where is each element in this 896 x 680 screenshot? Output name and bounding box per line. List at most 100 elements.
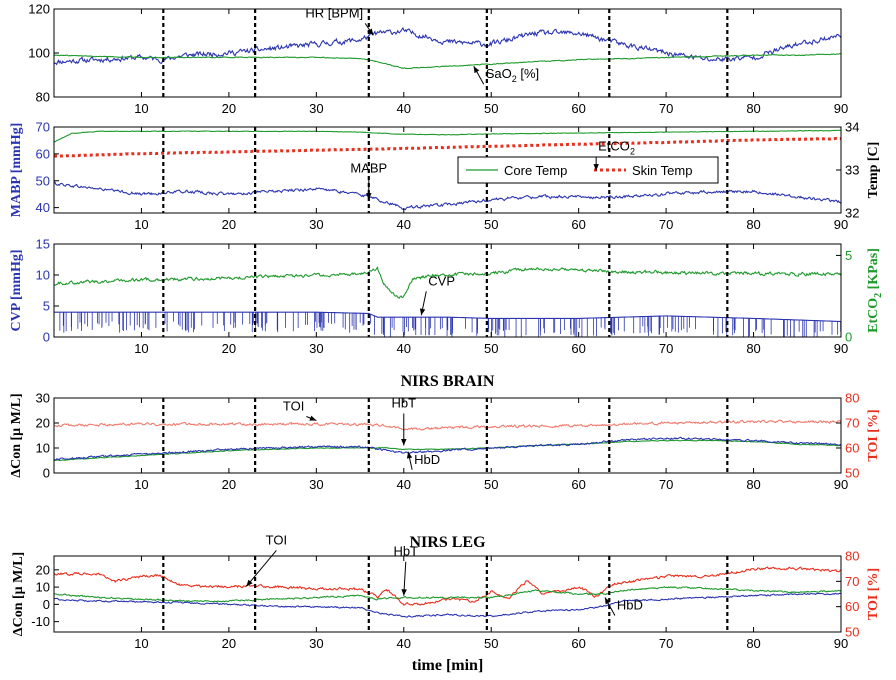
series-toi: [53, 419, 842, 431]
legend-label: Core Temp: [504, 163, 567, 178]
panel-title: NIRS BRAIN: [401, 373, 495, 390]
y-tick-label: 120: [28, 2, 50, 17]
x-tick-label: 50: [484, 101, 498, 116]
y2-tick-label: 50: [845, 466, 859, 481]
panel-nirs-brain: NIRS BRAIN 10 20 30 40 50 60 70 80 90 0 10 20 30 50 60 7…: [9, 373, 881, 492]
y-tick-label: 30: [36, 391, 50, 406]
series-skin-temp: [53, 137, 842, 158]
x-tick-label: 60: [571, 636, 585, 651]
x-tick-label: 40: [397, 477, 411, 492]
panel-nirs-leg: NIRS LEG 10 20 30 40 50 60 70 80 90 -10 0 10 20 50 60 70…: [11, 532, 881, 674]
annotation-label: MABP: [350, 161, 387, 176]
x-tick-label: 10: [134, 636, 148, 651]
x-tick-label: 40: [397, 341, 411, 356]
series-mabp: [53, 181, 842, 211]
annotation-label: HbT: [391, 396, 416, 411]
panel-title: NIRS LEG: [409, 534, 486, 551]
x-tick-label: 30: [309, 341, 323, 356]
y2-axis-label: TOI [%]: [866, 409, 881, 461]
annotation-arrow: [245, 550, 277, 587]
x-tick-label: 20: [222, 636, 236, 651]
x-tick-label: 60: [571, 217, 585, 232]
panel-pressure-temperature: 10 20 30 40 50 60 70 80 90 40 50 60 70 32 33 34 MABP [mm…: [9, 120, 881, 233]
series-etco2: [53, 266, 842, 299]
x-tick-label: 80: [746, 636, 760, 651]
legend-box: [457, 156, 719, 184]
x-tick-label: 40: [397, 636, 411, 651]
x-tick-label: 60: [571, 477, 585, 492]
series-toi: [53, 566, 842, 606]
series-hbt: [53, 586, 842, 603]
annotation-label: EtCO2: [598, 139, 635, 157]
x-tick-label: 70: [659, 101, 673, 116]
annotation-label: SaO2 [%]: [486, 66, 539, 84]
x-tick-label: 80: [746, 217, 760, 232]
axes-box: [53, 243, 842, 338]
y-tick-label: 10: [36, 268, 50, 283]
x-tick-label: 70: [659, 636, 673, 651]
x-tick-label: 90: [834, 341, 848, 356]
y-tick-label: 0: [43, 597, 50, 612]
x-tick-label: 20: [222, 217, 236, 232]
y2-tick-label: 0: [845, 330, 852, 345]
x-tick-label: 10: [134, 101, 148, 116]
y-tick-label: 60: [36, 146, 50, 161]
annotation-label: HbD: [617, 597, 643, 612]
annotation-arrowhead: [401, 439, 407, 446]
annotation-arrowhead: [309, 415, 317, 421]
series-hr-bpm: [53, 26, 842, 66]
axes-box: [53, 8, 842, 98]
x-tick-label: 90: [834, 101, 848, 116]
x-tick-label: 50: [484, 217, 498, 232]
x-tick-label: 40: [397, 101, 411, 116]
y-tick-label: 5: [43, 299, 50, 314]
y2-tick-label: 70: [845, 416, 859, 431]
y-tick-label: 15: [36, 237, 50, 252]
x-tick-label: 30: [309, 101, 323, 116]
x-tick-label: 60: [571, 101, 585, 116]
y-tick-label: 80: [36, 90, 50, 105]
x-tick-label: 10: [134, 217, 148, 232]
y-tick-label: 10: [36, 580, 50, 595]
y2-tick-label: 33: [845, 163, 859, 178]
y-tick-label: 20: [36, 416, 50, 431]
y2-tick-label: 5: [845, 248, 852, 263]
x-tick-label: 80: [746, 101, 760, 116]
annotation-arrowhead: [401, 589, 407, 596]
x-tick-label: 10: [134, 341, 148, 356]
x-tick-label: 20: [222, 101, 236, 116]
annotation-arrowhead: [604, 597, 611, 605]
x-tick-label: 30: [309, 636, 323, 651]
x-tick-label: 20: [222, 477, 236, 492]
series-hbd: [53, 592, 841, 618]
series-sao2: [53, 53, 842, 70]
y-tick-label: 20: [36, 562, 50, 577]
x-tick-label: 90: [834, 477, 848, 492]
y-tick-label: 0: [43, 466, 50, 481]
x-tick-label: 90: [834, 217, 848, 232]
x-tick-label: 20: [222, 341, 236, 356]
x-tick-label: 40: [397, 217, 411, 232]
y-axis-label: MABP [mmHg]: [9, 123, 24, 217]
x-axis-label: time [min]: [412, 657, 484, 674]
x-tick-label: 50: [484, 341, 498, 356]
annotation-arrowhead: [406, 451, 413, 459]
y2-tick-label: 70: [845, 574, 859, 589]
annotation-arrowhead: [246, 579, 253, 587]
annotation-label: HR [BPM]: [305, 5, 363, 20]
y2-tick-label: 32: [845, 206, 859, 221]
x-tick-label: 70: [659, 341, 673, 356]
x-tick-label: 70: [659, 217, 673, 232]
axes-box: [53, 555, 842, 633]
panel-hemodynamics: 10 20 30 40 50 60 70 80 90 80 100 120 HR [BPM] SaO2 […: [28, 2, 848, 117]
x-tick-label: 60: [571, 341, 585, 356]
y2-tick-label: 34: [845, 120, 859, 135]
y2-tick-label: 80: [845, 391, 859, 406]
annotation-label: TOI: [283, 399, 304, 414]
series-hbd: [53, 436, 842, 461]
axes-box: [53, 397, 842, 474]
y2-tick-label: 50: [845, 625, 859, 640]
y2-tick-label: 60: [845, 599, 859, 614]
